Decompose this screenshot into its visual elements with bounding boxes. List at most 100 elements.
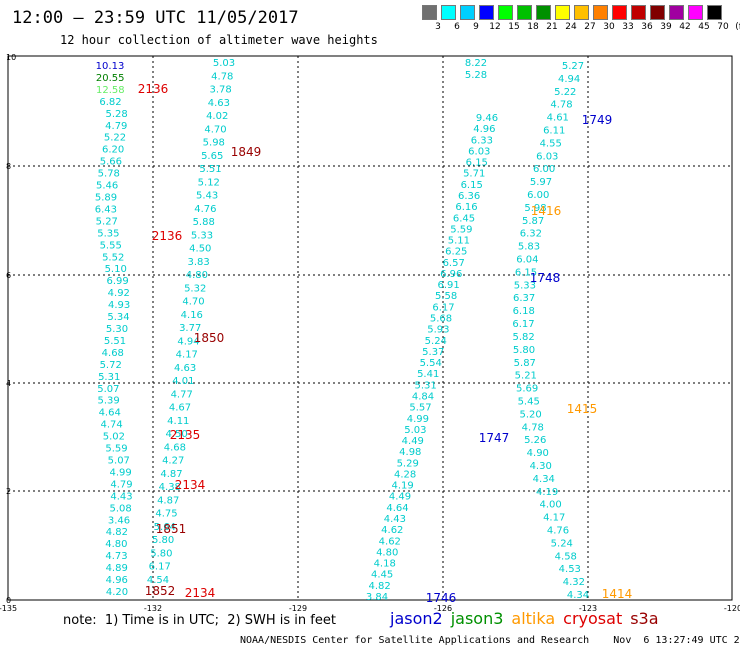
pass-time-label: 2136 xyxy=(138,82,169,96)
map-title: 12:00 – 23:59 UTC 11/05/2017 xyxy=(12,8,299,28)
wave-height-label: 4.84 xyxy=(412,392,434,403)
wave-height-label: 5.03 xyxy=(213,58,235,69)
wave-height-label: 12.58 xyxy=(96,85,125,96)
wave-height-label: 4.34 xyxy=(533,474,555,485)
wave-height-label: 4.49 xyxy=(389,492,411,503)
scale-label: 3 xyxy=(435,22,441,32)
wave-height-label: 4.27 xyxy=(162,456,184,467)
wave-height-label: 4.02 xyxy=(206,111,228,122)
pass-time-label: 1746 xyxy=(426,591,457,605)
wave-height-label: 4.78 xyxy=(522,422,544,433)
wave-height-label: 4.87 xyxy=(157,496,179,507)
wave-height-label: 4.16 xyxy=(181,310,203,321)
wave-height-label: 5.65 xyxy=(201,151,223,162)
wave-height-label: 5.71 xyxy=(463,169,485,180)
wave-height-label: 5.72 xyxy=(100,360,122,371)
x-tick-label: -123 xyxy=(579,604,597,613)
pass-time-label: 2135 xyxy=(170,428,201,442)
wave-height-label: 4.55 xyxy=(540,138,562,149)
wave-height-label: 5.28 xyxy=(465,70,487,81)
wave-height-label: 6.37 xyxy=(513,293,535,304)
wave-height-label: 5.59 xyxy=(105,444,127,455)
scale-label: 36 xyxy=(641,22,653,32)
wave-height-label: 4.01 xyxy=(172,376,194,387)
scale-swatch xyxy=(555,5,570,20)
pass-time-labels: 2136 1849 2136 1850 2135 2134 1851 1852 2134 1749… xyxy=(138,82,633,605)
wave-height-label: 5.58 xyxy=(435,291,457,302)
wave-height-label: 6.96 xyxy=(440,269,462,280)
wave-height-label: 6.99 xyxy=(106,276,128,287)
wave-height-label: 4.79 xyxy=(105,121,127,132)
wave-height-label: 8.22 xyxy=(465,58,487,69)
wave-height-label: 4.68 xyxy=(164,442,186,453)
wave-height-label: 5.08 xyxy=(109,503,131,514)
wave-height-label: 4.34 xyxy=(567,590,589,601)
scale-label: 30 xyxy=(603,22,615,32)
scale-label: 6 xyxy=(454,22,460,32)
wave-height-label: 4.76 xyxy=(547,526,569,537)
wave-height-label: 4.53 xyxy=(559,564,581,575)
wave-height-label: 5.27 xyxy=(562,61,584,72)
wave-height-label: 5.54 xyxy=(420,358,442,369)
plot-border xyxy=(7,55,733,601)
wave-height-label: 4.68 xyxy=(102,348,124,359)
map-grid xyxy=(8,56,732,600)
wave-height-label: 4.94 xyxy=(558,74,580,85)
wave-height-label: 6.17 xyxy=(512,319,534,330)
scale-swatch xyxy=(498,5,513,20)
wave-height-label: 3.46 xyxy=(108,515,130,526)
wave-height-label: 4.11 xyxy=(167,416,189,427)
wave-height-label: 4.43 xyxy=(110,491,132,502)
scale-label: 39 xyxy=(660,22,672,32)
wave-height-label: 4.80 xyxy=(186,270,208,281)
scale-label: 42 xyxy=(679,22,691,32)
wave-height-label: 5.43 xyxy=(196,191,218,202)
wave-height-label: 5.24 xyxy=(425,336,447,347)
wave-height-label: 4.80 xyxy=(105,539,127,550)
wave-height-label: 5.03 xyxy=(404,425,426,436)
wave-height-label: 6.04 xyxy=(516,255,538,266)
wave-height-label: 5.27 xyxy=(96,216,118,227)
wave-height-label: 4.58 xyxy=(555,551,577,562)
legend-s3a: s3a xyxy=(630,609,659,628)
scale-label: 33 xyxy=(622,22,634,32)
wave-height-label: 4.76 xyxy=(194,204,216,215)
wave-height-label: 5.88 xyxy=(193,217,215,228)
wave-height-label: 4.98 xyxy=(399,447,421,458)
scale-swatch xyxy=(612,5,627,20)
pass-time-label: 1747 xyxy=(479,431,510,445)
wave-height-label: 4.96 xyxy=(106,575,128,586)
wave-height-label: 5.45 xyxy=(518,397,540,408)
scale-swatch xyxy=(479,5,494,20)
wave-height-label: 4.80 xyxy=(376,547,398,558)
wave-height-label: 5.29 xyxy=(397,458,419,469)
wave-height-label: 5.34 xyxy=(107,312,129,323)
wave-height-label: 5.66 xyxy=(100,157,122,168)
wave-height-label: 5.30 xyxy=(106,324,128,335)
scale-swatch xyxy=(441,5,456,20)
wave-height-label: 5.59 xyxy=(450,224,472,235)
wave-height-label: 4.30 xyxy=(530,461,552,472)
y-tick-label: 2 xyxy=(6,487,11,496)
wave-height-label: 5.83 xyxy=(518,242,540,253)
x-tick-label: -132 xyxy=(144,604,162,613)
wave-height-label: 5.21 xyxy=(515,371,537,382)
wave-height-label: 5.31 xyxy=(98,372,120,383)
wave-height-label: 5.33 xyxy=(514,280,536,291)
pass-time-label: 1748 xyxy=(530,271,561,285)
wave-height-label: 4.99 xyxy=(407,414,429,425)
wave-height-label: 5.51 xyxy=(104,336,126,347)
wave-height-label: 5.11 xyxy=(448,236,470,247)
wave-height-label: 4.17 xyxy=(543,513,565,524)
scale-swatch xyxy=(536,5,551,20)
x-tick-label: -126 xyxy=(434,604,452,613)
wave-height-label: 6.03 xyxy=(468,146,490,157)
wave-height-label: 4.00 xyxy=(539,500,561,511)
wave-height-label: 4.20 xyxy=(106,587,128,598)
wave-height-label: 4.62 xyxy=(381,525,403,536)
wave-height-label: 6.82 xyxy=(99,97,121,108)
wave-height-label: 5.12 xyxy=(198,177,220,188)
wave-height-label: 6.00 xyxy=(533,164,555,175)
wave-height-label: 5.64 xyxy=(154,522,176,533)
